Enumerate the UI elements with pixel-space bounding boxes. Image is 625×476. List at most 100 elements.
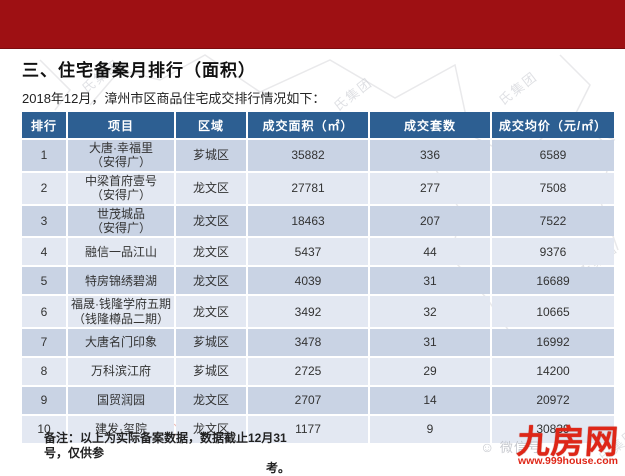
cell-price: 9376 bbox=[492, 238, 614, 266]
cell-rank: 10 bbox=[22, 416, 66, 444]
cell-area: 3492 bbox=[248, 296, 368, 328]
cell-area: 18463 bbox=[248, 205, 368, 237]
cell-area: 2725 bbox=[248, 358, 368, 386]
column-header-2: 区域 bbox=[176, 112, 246, 138]
cell-rank: 4 bbox=[22, 238, 66, 266]
column-header-1: 项目 bbox=[68, 112, 174, 138]
cell-region: 龙文区 bbox=[176, 172, 246, 204]
project-name: 融信一品江山 bbox=[84, 244, 157, 259]
cell-area: 2707 bbox=[248, 387, 368, 415]
site-logo: 九房网 www.999house.com bbox=[515, 423, 621, 467]
cell-price: 7522 bbox=[492, 205, 614, 237]
cell-region: 龙文区 bbox=[176, 267, 246, 295]
company-watermark: 氏集团 bbox=[495, 68, 541, 109]
project-subname: （钱隆樽品二期） bbox=[72, 311, 169, 326]
cell-rank: 5 bbox=[22, 267, 66, 295]
cell-price: 6589 bbox=[492, 140, 614, 171]
project-subname: （安得广） bbox=[90, 188, 151, 203]
cell-rank: 2 bbox=[22, 172, 66, 204]
table-row: 9 国贸润园 龙文区 2707 14 20972 bbox=[22, 387, 614, 415]
site-logo-url: www.999house.com bbox=[518, 455, 618, 467]
project-subname: （安得广） bbox=[90, 155, 151, 170]
cell-units: 32 bbox=[370, 296, 490, 328]
company-watermark: 氏集团 bbox=[330, 74, 376, 115]
cell-price: 7508 bbox=[492, 172, 614, 204]
cell-price: 16689 bbox=[492, 267, 614, 295]
page-title: 三、住宅备案月排行（面积） bbox=[22, 61, 256, 80]
cell-rank: 9 bbox=[22, 387, 66, 415]
page-subtitle: 2018年12月，漳州市区商品住宅成交排行情况如下： bbox=[22, 91, 326, 106]
cell-units: 14 bbox=[370, 387, 490, 415]
cell-price: 14200 bbox=[492, 358, 614, 386]
project-name: 国贸润园 bbox=[96, 393, 145, 408]
table-row: 6 福晟·钱隆学府五期 （钱隆樽品二期） 龙文区 3492 32 10665 bbox=[22, 296, 614, 328]
cell-project: 特房锦绣碧湖 bbox=[68, 267, 174, 295]
smiley-face-icon: ☺ bbox=[480, 439, 496, 455]
cell-project: 万科滨江府 bbox=[68, 358, 174, 386]
project-name: 建发·玺院 bbox=[95, 422, 147, 437]
footnote-line1: 备注：以上为实际备案数据，数据截止12月31号，仅供参 bbox=[44, 431, 287, 460]
cell-price: 16992 bbox=[492, 329, 614, 357]
cell-units: 29 bbox=[370, 358, 490, 386]
footnote-line2: 考。 bbox=[265, 461, 290, 475]
cell-rank: 8 bbox=[22, 358, 66, 386]
cell-units: 207 bbox=[370, 205, 490, 237]
cell-project: 世茂城品 （安得广） bbox=[68, 205, 174, 237]
table-row: 8 万科滨江府 芗城区 2725 29 14200 bbox=[22, 358, 614, 386]
project-name: 中梁首府壹号 bbox=[84, 173, 157, 188]
project-name: 特房锦绣碧湖 bbox=[84, 273, 157, 288]
column-header-3: 成交面积（㎡） bbox=[248, 112, 368, 138]
cell-units: 31 bbox=[370, 267, 490, 295]
wechat-watermark: ☺ 微信号 bbox=[480, 437, 542, 456]
wechat-watermark-text: 微信号 bbox=[499, 440, 542, 455]
cell-region: 龙文区 bbox=[176, 238, 246, 266]
cell-units: 44 bbox=[370, 238, 490, 266]
cell-region: 龙文区 bbox=[176, 416, 246, 444]
table-row: 7 大唐名门印象 芗城区 3478 31 16992 bbox=[22, 329, 614, 357]
project-name: 世茂城品 bbox=[96, 206, 145, 221]
cell-region: 龙文区 bbox=[176, 387, 246, 415]
ranking-table-container: 排行 项目 区域 成交面积（㎡） 成交套数 成交均价（元/㎡） 1 大唐·幸福里 （安得广）芗… bbox=[20, 110, 616, 445]
project-subname: （安得广） bbox=[90, 220, 151, 235]
cell-units: 9 bbox=[370, 416, 490, 444]
column-header-5: 成交均价（元/㎡） bbox=[492, 112, 614, 138]
cell-price: 30839 bbox=[492, 416, 614, 444]
cell-region: 芗城区 bbox=[176, 140, 246, 171]
cell-area: 27781 bbox=[248, 172, 368, 204]
column-header-4: 成交套数 bbox=[370, 112, 490, 138]
table-row: 5 特房锦绣碧湖 龙文区 4039 31 16689 bbox=[22, 267, 614, 295]
cell-units: 31 bbox=[370, 329, 490, 357]
ranking-table: 排行 项目 区域 成交面积（㎡） 成交套数 成交均价（元/㎡） 1 大唐·幸福里 （安得广）芗… bbox=[20, 110, 616, 445]
cell-rank: 6 bbox=[22, 296, 66, 328]
cell-rank: 7 bbox=[22, 329, 66, 357]
cell-price: 10665 bbox=[492, 296, 614, 328]
cell-project: 大唐名门印象 bbox=[68, 329, 174, 357]
column-header-0: 排行 bbox=[22, 112, 66, 138]
cell-project: 中梁首府壹号 （安得广） bbox=[68, 172, 174, 204]
table-row: 1 大唐·幸福里 （安得广） 芗城区 35882 336 6589 bbox=[22, 140, 614, 171]
cell-project: 建发·玺院 bbox=[68, 416, 174, 444]
cell-project: 福晟·钱隆学府五期 （钱隆樽品二期） bbox=[68, 296, 174, 328]
cell-area: 1177 bbox=[248, 416, 368, 444]
cell-area: 5437 bbox=[248, 238, 368, 266]
table-row: 4 融信一品江山 龙文区 5437 44 9376 bbox=[22, 238, 614, 266]
cell-rank: 1 bbox=[22, 140, 66, 171]
cell-rank: 3 bbox=[22, 205, 66, 237]
cell-project: 融信一品江山 bbox=[68, 238, 174, 266]
cell-project: 国贸润园 bbox=[68, 387, 174, 415]
project-name: 福晟·钱隆学府五期 bbox=[71, 297, 171, 312]
cell-units: 277 bbox=[370, 172, 490, 204]
cell-region: 芗城区 bbox=[176, 358, 246, 386]
footnote: 备注：以上为实际备案数据，数据截止12月31号，仅供参 考。 bbox=[44, 431, 296, 476]
site-logo-text: 九房网 bbox=[515, 423, 621, 460]
cell-region: 芗城区 bbox=[176, 329, 246, 357]
project-name: 大唐名门印象 bbox=[84, 335, 157, 350]
cell-region: 龙文区 bbox=[176, 296, 246, 328]
cell-area: 3478 bbox=[248, 329, 368, 357]
cell-price: 20972 bbox=[492, 387, 614, 415]
top-red-banner bbox=[0, 0, 625, 49]
cell-region: 龙文区 bbox=[176, 205, 246, 237]
cell-units: 336 bbox=[370, 140, 490, 171]
cell-area: 35882 bbox=[248, 140, 368, 171]
cell-project: 大唐·幸福里 （安得广） bbox=[68, 140, 174, 171]
